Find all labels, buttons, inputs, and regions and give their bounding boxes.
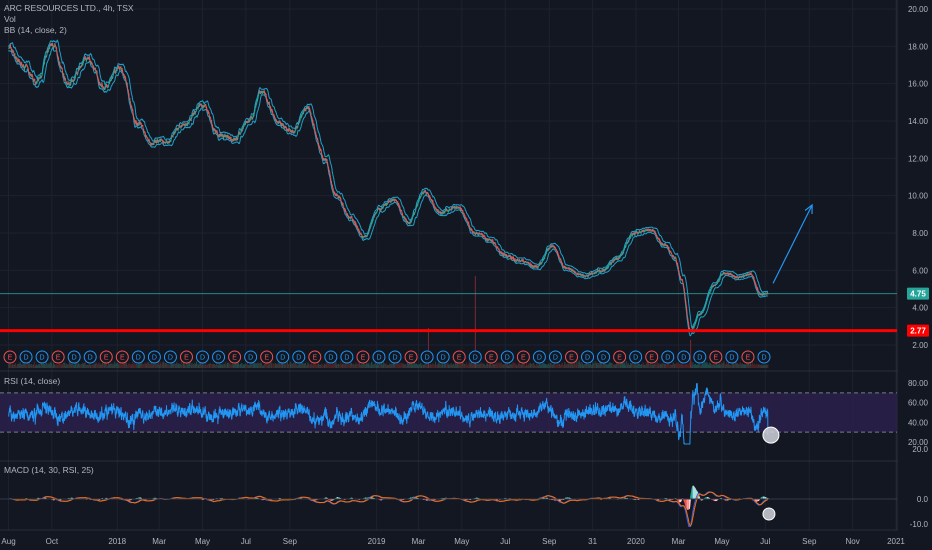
candles <box>8 42 769 332</box>
grid <box>0 0 932 531</box>
bb-lower <box>8 47 768 337</box>
volume-bars <box>8 276 769 368</box>
bb-upper <box>8 39 769 329</box>
bollinger-bands <box>8 39 769 337</box>
